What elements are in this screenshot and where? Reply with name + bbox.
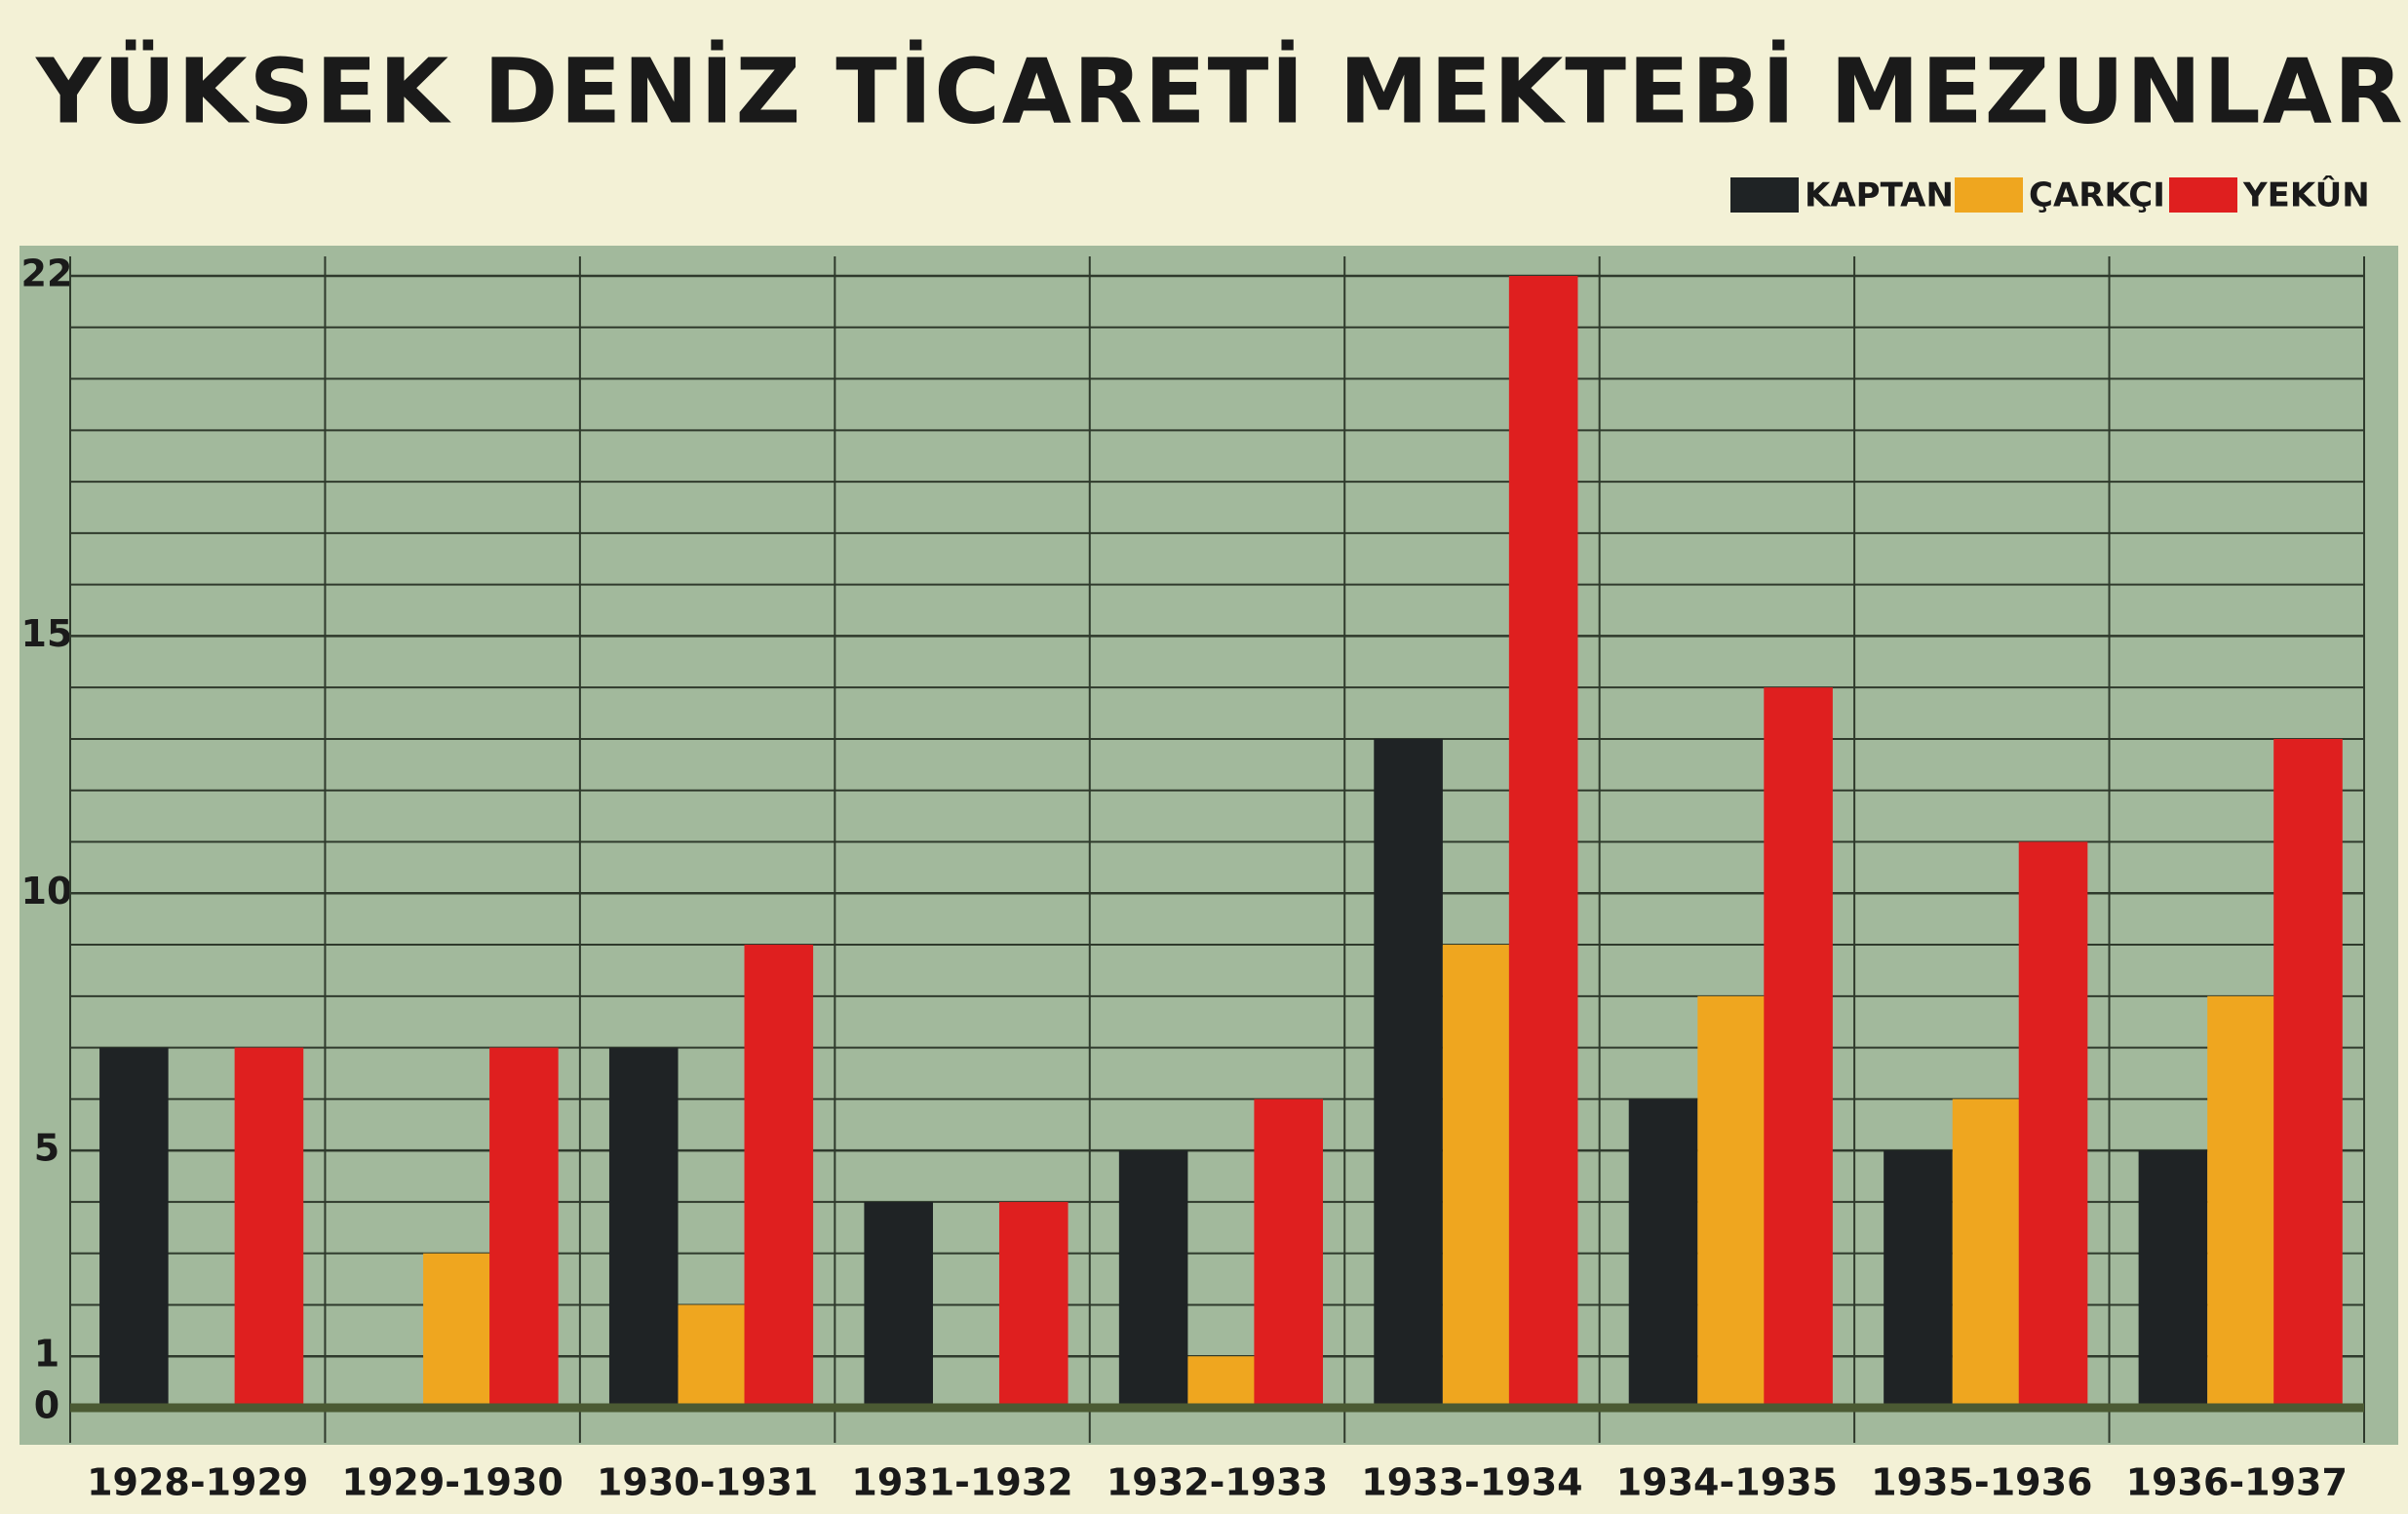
y-tick-label: 0 — [34, 1384, 59, 1427]
x-tick-label: 1929-1930 — [342, 1461, 563, 1504]
bar — [235, 1048, 304, 1408]
bar — [489, 1048, 559, 1408]
bar — [1629, 1099, 1698, 1408]
x-tick-label: 1935-1936 — [1871, 1461, 2092, 1504]
bar — [1187, 1356, 1257, 1408]
legend-swatch — [1955, 177, 2023, 213]
chart: YÜKSEK DENİZ TİCARETİ MEKTEBİ MEZUNLARI … — [0, 0, 2408, 1514]
page: {"chart_data": {"type": "bar", "title": … — [0, 0, 2408, 1514]
x-tick-label: 1931-1932 — [851, 1461, 1072, 1504]
y-tick-label: 10 — [21, 870, 73, 912]
bar — [1374, 739, 1443, 1408]
chart-title: YÜKSEK DENİZ TİCARETİ MEKTEBİ MEZUNLARI — [35, 37, 2408, 143]
bar — [2207, 996, 2276, 1408]
legend-label: ÇARKÇI — [2029, 176, 2165, 215]
y-tick-label: 5 — [34, 1127, 59, 1170]
bar — [2019, 842, 2088, 1409]
bar — [1119, 1150, 1188, 1408]
bar — [999, 1202, 1068, 1408]
bar — [609, 1048, 679, 1408]
bar — [99, 1048, 169, 1408]
bar — [423, 1254, 492, 1408]
legend: KAPTAN ÇARKÇI YEKÛN — [1730, 175, 2370, 215]
bar — [1953, 1099, 2022, 1408]
y-tick-label: 15 — [21, 612, 73, 655]
bar — [2273, 739, 2343, 1408]
bar — [1764, 687, 1833, 1408]
legend-swatch — [2169, 177, 2237, 213]
bar — [1884, 1150, 1953, 1408]
x-tick-label: 1933-1934 — [1361, 1461, 1582, 1504]
bar — [1254, 1099, 1323, 1408]
bar — [1443, 945, 1512, 1408]
x-tick-label: 1936-1937 — [2126, 1461, 2348, 1504]
legend-label: KAPTAN — [1805, 176, 1954, 215]
bar — [1509, 276, 1578, 1408]
bar — [745, 945, 814, 1408]
y-tick-label: 1 — [34, 1333, 59, 1376]
bar — [1697, 996, 1767, 1408]
y-tick-label: 22 — [21, 252, 73, 295]
bar — [679, 1304, 748, 1408]
bar — [2139, 1150, 2208, 1408]
x-tick-label: 1932-1933 — [1107, 1461, 1328, 1504]
x-tick-label: 1928-1929 — [87, 1461, 308, 1504]
bar — [864, 1202, 933, 1408]
x-tick-label: 1930-1931 — [597, 1461, 818, 1504]
x-tick-label: 1934-1935 — [1616, 1461, 1838, 1504]
legend-swatch — [1730, 177, 1799, 213]
legend-label: YEKÛN — [2242, 175, 2370, 215]
